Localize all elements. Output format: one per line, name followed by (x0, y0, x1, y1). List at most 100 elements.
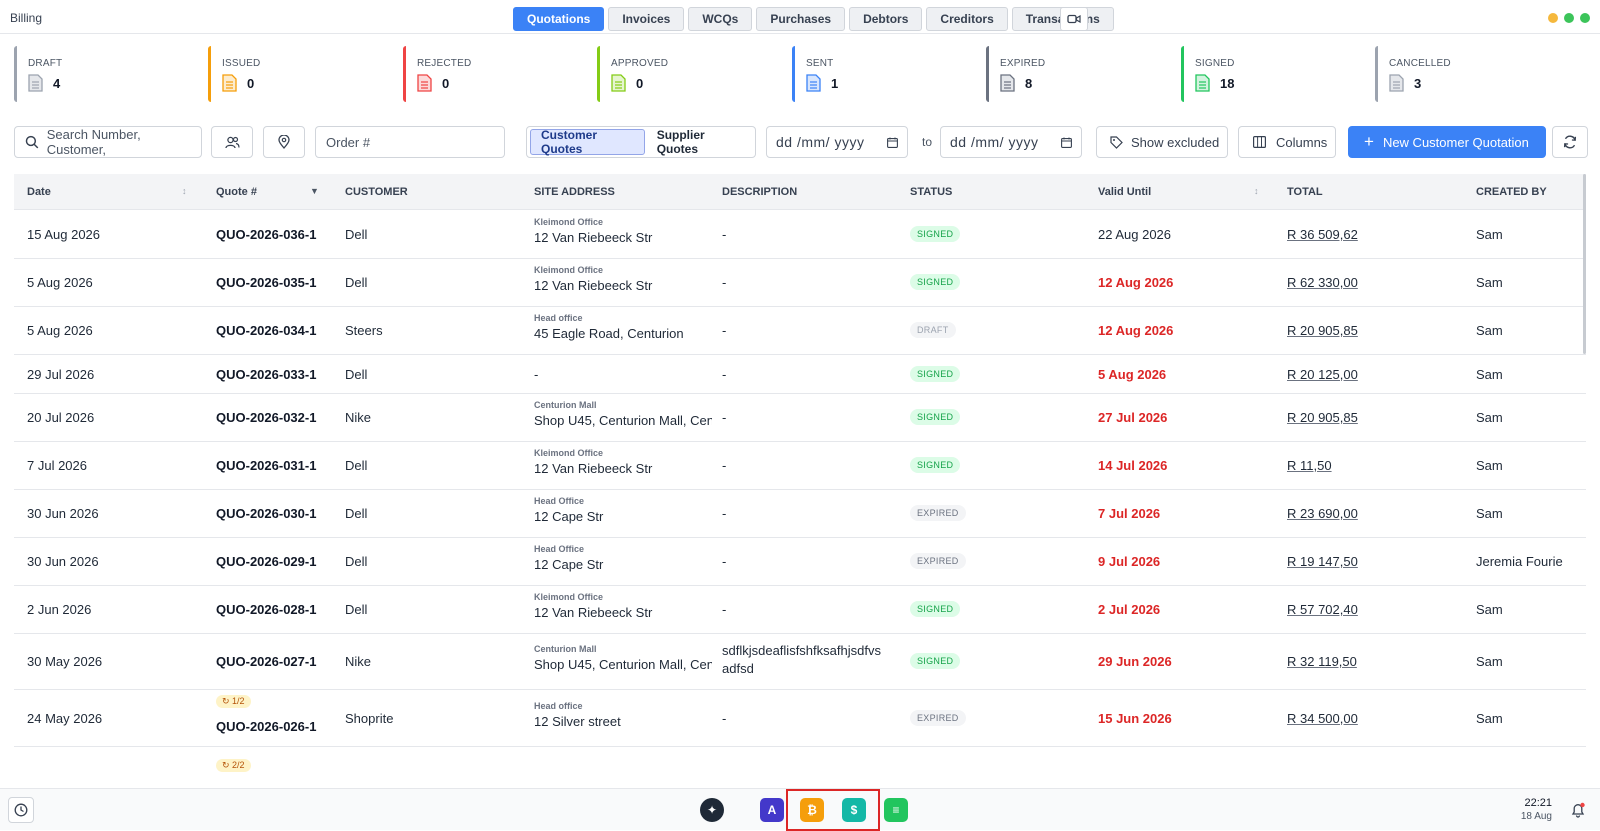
status-card-signed[interactable]: SIGNED 18 (1181, 46, 1361, 102)
order-placeholder: Order # (326, 134, 371, 150)
quote-number: QUO-2026-028-1 (216, 602, 317, 617)
status-badge: SIGNED (910, 457, 961, 473)
refresh-button[interactable] (1552, 126, 1588, 158)
video-camera-button[interactable] (1060, 7, 1088, 31)
billing-app-icon[interactable]: ₿ (800, 798, 824, 822)
tab-wcqs[interactable]: WCQs (688, 7, 753, 31)
table-row[interactable]: 5 Aug 2026 QUO-2026-035-1 Dell Kleimond Off… (14, 259, 1586, 307)
table-row[interactable]: 30 Jun 2026 QUO-2026-030-1 Dell Head Office… (14, 490, 1586, 538)
column-header-date[interactable]: Date (27, 186, 51, 198)
history-button[interactable] (8, 797, 34, 823)
column-header-created-by[interactable]: CREATED BY (1476, 186, 1547, 198)
column-header-customer[interactable]: CUSTOMER (345, 186, 408, 198)
description-cell: - (722, 710, 727, 726)
column-header-status[interactable]: STATUS (910, 186, 953, 198)
table-row[interactable]: 7 Jul 2026 QUO-2026-031-1 Dell Kleimond Off… (14, 442, 1586, 490)
table-scrollbar[interactable] (1583, 174, 1586, 354)
table-row[interactable]: 20 Jul 2026 QUO-2026-032-1 Nike Centurion M… (14, 394, 1586, 442)
supplier-quotes-button[interactable]: Supplier Quotes (656, 128, 705, 156)
created-by-cell: Sam (1476, 654, 1503, 669)
maximize-button[interactable] (1564, 13, 1574, 23)
table-row[interactable]: 24 May 2026 ↻ 1/2 QUO-2026-026-1 Shoprite He… (14, 690, 1586, 747)
sort-icon[interactable]: ↕ (1254, 186, 1259, 196)
tab-invoices[interactable]: Invoices (608, 7, 685, 31)
status-card-rejected[interactable]: REJECTED 0 (403, 46, 583, 102)
users-icon (224, 136, 240, 148)
valid-until-cell: 2 Jul 2026 (1098, 602, 1161, 617)
site-name: Kleimond Office (534, 265, 604, 275)
sort-desc-icon[interactable]: ▼ (310, 186, 319, 196)
refresh-icon (1563, 135, 1577, 149)
search-placeholder: Search Number, Customer, (46, 127, 141, 157)
window-controls (1548, 13, 1590, 23)
total-cell: R 20 905,85 (1287, 410, 1358, 425)
ops-app-icon[interactable]: A (760, 798, 784, 822)
docs-app-icon[interactable]: ≡ (884, 798, 908, 822)
status-badge: SIGNED (910, 601, 961, 617)
created-by-cell: Sam (1476, 506, 1503, 521)
plus-icon: + (1364, 132, 1374, 151)
status-card-row: 0 (417, 74, 583, 92)
quotes-app-icon[interactable]: $ (842, 798, 866, 822)
site-filter-button[interactable] (263, 126, 305, 158)
search-input[interactable]: Search Number, Customer, (14, 126, 202, 158)
status-card-count: 0 (442, 75, 450, 91)
tab-quotations[interactable]: Quotations (513, 7, 605, 31)
table-row[interactable]: ↻ 2/2 (14, 747, 1586, 774)
status-card-sent[interactable]: SENT 1 (792, 46, 972, 102)
column-header-total[interactable]: TOTAL (1287, 186, 1323, 198)
table-row[interactable]: 2 Jun 2026 QUO-2026-028-1 Dell Kleimond Off… (14, 586, 1586, 634)
table-row[interactable]: 29 Jul 2026 QUO-2026-033-1 Dell - - SIGNED 5 A… (14, 355, 1586, 394)
status-card-draft[interactable]: DRAFT 4 (14, 46, 194, 102)
show-excluded-button[interactable]: Show excluded (1096, 126, 1228, 158)
status-card-expired[interactable]: EXPIRED 8 (986, 46, 1166, 102)
taskbar: ✦ A ₿ $ ≡ 22:21 18 Aug (0, 788, 1600, 831)
customer-filter-button[interactable] (211, 126, 253, 158)
description-cell: - (722, 458, 727, 473)
table-row[interactable]: 15 Aug 2026 QUO-2026-036-1 Dell Kleimond Of… (14, 211, 1586, 259)
columns-button[interactable]: Columns (1238, 126, 1336, 158)
date-to-input[interactable]: dd /mm/ yyyy (940, 126, 1082, 158)
new-customer-quotation-button[interactable]: + New Customer Quotation (1348, 126, 1546, 158)
total-cell: R 36 509,62 (1287, 227, 1358, 242)
date-cell: 29 Jul 2026 (27, 366, 95, 382)
fullscreen-button[interactable] (1580, 13, 1590, 23)
status-card-label: SENT (806, 58, 834, 69)
date-from-input[interactable]: dd /mm/ yyyy (766, 126, 908, 158)
status-card-count: 8 (1025, 75, 1033, 91)
sort-icon[interactable]: ↕ (182, 186, 187, 196)
column-header-quote[interactable]: Quote # (216, 186, 257, 198)
status-card-approved[interactable]: APPROVED 0 (597, 46, 777, 102)
description-cell: - (722, 506, 727, 521)
map-pin-icon (278, 135, 290, 149)
tab-creditors[interactable]: Creditors (926, 7, 1008, 31)
tab-debtors[interactable]: Debtors (849, 7, 923, 31)
table-row[interactable]: 30 Jun 2026 QUO-2026-029-1 Dell Head Office… (14, 538, 1586, 586)
order-number-input[interactable]: Order # (315, 126, 505, 158)
customer-cell: Dell (345, 458, 368, 473)
tab-purchases[interactable]: Purchases (756, 7, 846, 31)
status-card-cancelled[interactable]: CANCELLED 3 (1375, 46, 1555, 102)
customer-cell: Dell (345, 366, 368, 382)
table-row[interactable]: 5 Aug 2026 QUO-2026-034-1 Steers Head offic… (14, 307, 1586, 355)
column-header-description[interactable]: DESCRIPTION (722, 186, 798, 198)
system-clock[interactable]: 22:21 18 Aug (1521, 797, 1552, 823)
status-card-issued[interactable]: ISSUED 0 (208, 46, 388, 102)
logo-icon[interactable]: ✦ (700, 798, 724, 822)
site-name: Centurion Mall (534, 400, 597, 410)
notification-button[interactable] (1570, 802, 1586, 818)
quote-number: QUO-2026-026-1 (216, 718, 317, 734)
total-cell: R 20 905,85 (1287, 323, 1358, 338)
site-name: Head office (534, 313, 583, 323)
quote-type-toggle: Customer Quotes Supplier Quotes (526, 126, 756, 158)
column-header-site-address[interactable]: SITE ADDRESS (534, 186, 615, 198)
customer-cell: Nike (345, 410, 372, 425)
date-cell: 20 Jul 2026 (27, 410, 95, 425)
site-address: Shop U45, Centurion Mall, Cent (534, 413, 712, 428)
document-icon (28, 74, 43, 92)
column-header-valid-until[interactable]: Valid Until (1098, 186, 1152, 198)
customer-quotes-button[interactable]: Customer Quotes (530, 128, 645, 156)
date-cell: 30 Jun 2026 (27, 506, 99, 521)
table-row[interactable]: 30 May 2026 QUO-2026-027-1 Nike Centurion M… (14, 634, 1586, 690)
minimize-button[interactable] (1548, 13, 1558, 23)
